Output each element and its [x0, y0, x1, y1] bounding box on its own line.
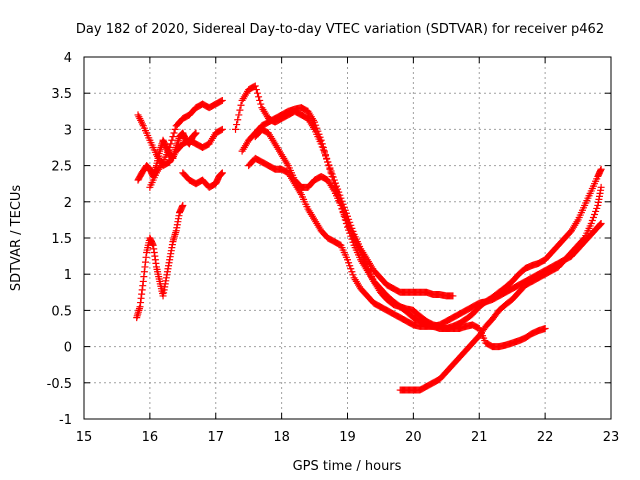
x-tick-label: 16 [142, 430, 159, 445]
data-point [587, 220, 595, 228]
data-point [580, 235, 588, 243]
data-point [338, 204, 346, 212]
data-point [168, 136, 176, 144]
data-point [235, 111, 243, 119]
data-point [317, 136, 325, 144]
data-point [252, 86, 260, 94]
grid [84, 57, 611, 419]
data-point [218, 125, 226, 133]
data-point [170, 129, 178, 137]
x-tick-label: 23 [603, 430, 620, 445]
series-track-e [179, 169, 226, 191]
data-point [179, 201, 187, 209]
series-track-i [251, 125, 605, 332]
data-point [318, 140, 326, 148]
data-point [315, 130, 323, 138]
data-point [171, 125, 179, 133]
data-point [312, 121, 320, 129]
data-point [345, 259, 353, 267]
data-point [592, 207, 600, 215]
data-point [346, 262, 354, 270]
data-point [311, 118, 319, 126]
series-track-f [232, 82, 457, 300]
data-point [591, 210, 599, 218]
data-point [192, 129, 200, 137]
data-point [313, 124, 321, 132]
y-tick-label: 3.5 [51, 87, 72, 102]
data-point [314, 127, 322, 135]
axis-ticks: 15 16 17 18 19 20 21 22 23 -1 -0.5 0 0.5 1 1.5 2 2.5 3 3.5… [47, 51, 620, 445]
data-point [233, 121, 241, 129]
y-tick-label: -1 [59, 413, 72, 428]
data-point [167, 140, 175, 148]
x-tick-label: 17 [207, 430, 224, 445]
data-point [349, 271, 357, 279]
data-point [169, 133, 177, 141]
data-point [319, 144, 327, 151]
data-point [218, 169, 226, 177]
data-point [320, 147, 328, 155]
data-point [339, 207, 347, 215]
data-point [237, 101, 245, 109]
x-tick-label: 19 [339, 430, 356, 445]
data-point [253, 89, 261, 97]
series-track-d [146, 96, 226, 191]
data-point [348, 268, 356, 276]
data-point [449, 292, 457, 300]
chart-title: Day 182 of 2020, Sidereal Day-to-day VTE… [76, 22, 604, 37]
y-tick-label: 3 [64, 123, 72, 138]
y-tick-label: 2 [64, 196, 72, 211]
data-point [257, 100, 265, 108]
x-axis-label: GPS time / hours [293, 459, 402, 474]
y-tick-label: 4 [64, 51, 72, 66]
data-point [340, 210, 348, 218]
data-point [341, 213, 349, 221]
y-tick-label: 1.5 [51, 232, 72, 247]
data-point [323, 154, 331, 162]
x-tick-label: 22 [537, 430, 554, 445]
data-point [597, 183, 605, 191]
data-point [166, 144, 174, 151]
data-point [342, 217, 350, 225]
data-point [324, 158, 332, 166]
y-tick-label: 2.5 [51, 160, 72, 175]
data-point [251, 82, 259, 90]
series-track-a [133, 201, 187, 322]
data-point [255, 93, 263, 101]
data-point [337, 201, 345, 209]
data-point [256, 96, 264, 104]
x-tick-label: 20 [405, 430, 422, 445]
data-points [133, 82, 605, 394]
series-track-j [396, 183, 605, 394]
data-point [589, 213, 597, 221]
y-tick-label: 0.5 [51, 304, 72, 319]
data-point [588, 217, 596, 225]
data-point [217, 126, 225, 134]
data-point [236, 106, 244, 114]
x-tick-label: 21 [471, 430, 488, 445]
data-point [328, 172, 336, 180]
data-point [327, 169, 335, 177]
y-tick-label: 1 [64, 268, 72, 283]
y-axis-label: SDTVAR / TECUs [9, 185, 24, 292]
data-point [344, 256, 351, 264]
data-point [232, 125, 240, 133]
data-point [326, 165, 334, 173]
data-point [541, 325, 549, 332]
data-point [597, 165, 605, 173]
data-point [597, 220, 605, 228]
data-point [593, 204, 601, 212]
y-tick-label: -0.5 [47, 377, 72, 392]
data-point [234, 116, 242, 124]
data-point [217, 97, 225, 105]
data-point [316, 133, 324, 141]
x-tick-label: 18 [273, 430, 290, 445]
x-tick-label: 15 [76, 430, 93, 445]
data-point [218, 96, 226, 104]
data-point [325, 162, 333, 170]
data-point [347, 265, 355, 273]
data-point [322, 151, 330, 159]
y-tick-label: 0 [64, 341, 72, 356]
